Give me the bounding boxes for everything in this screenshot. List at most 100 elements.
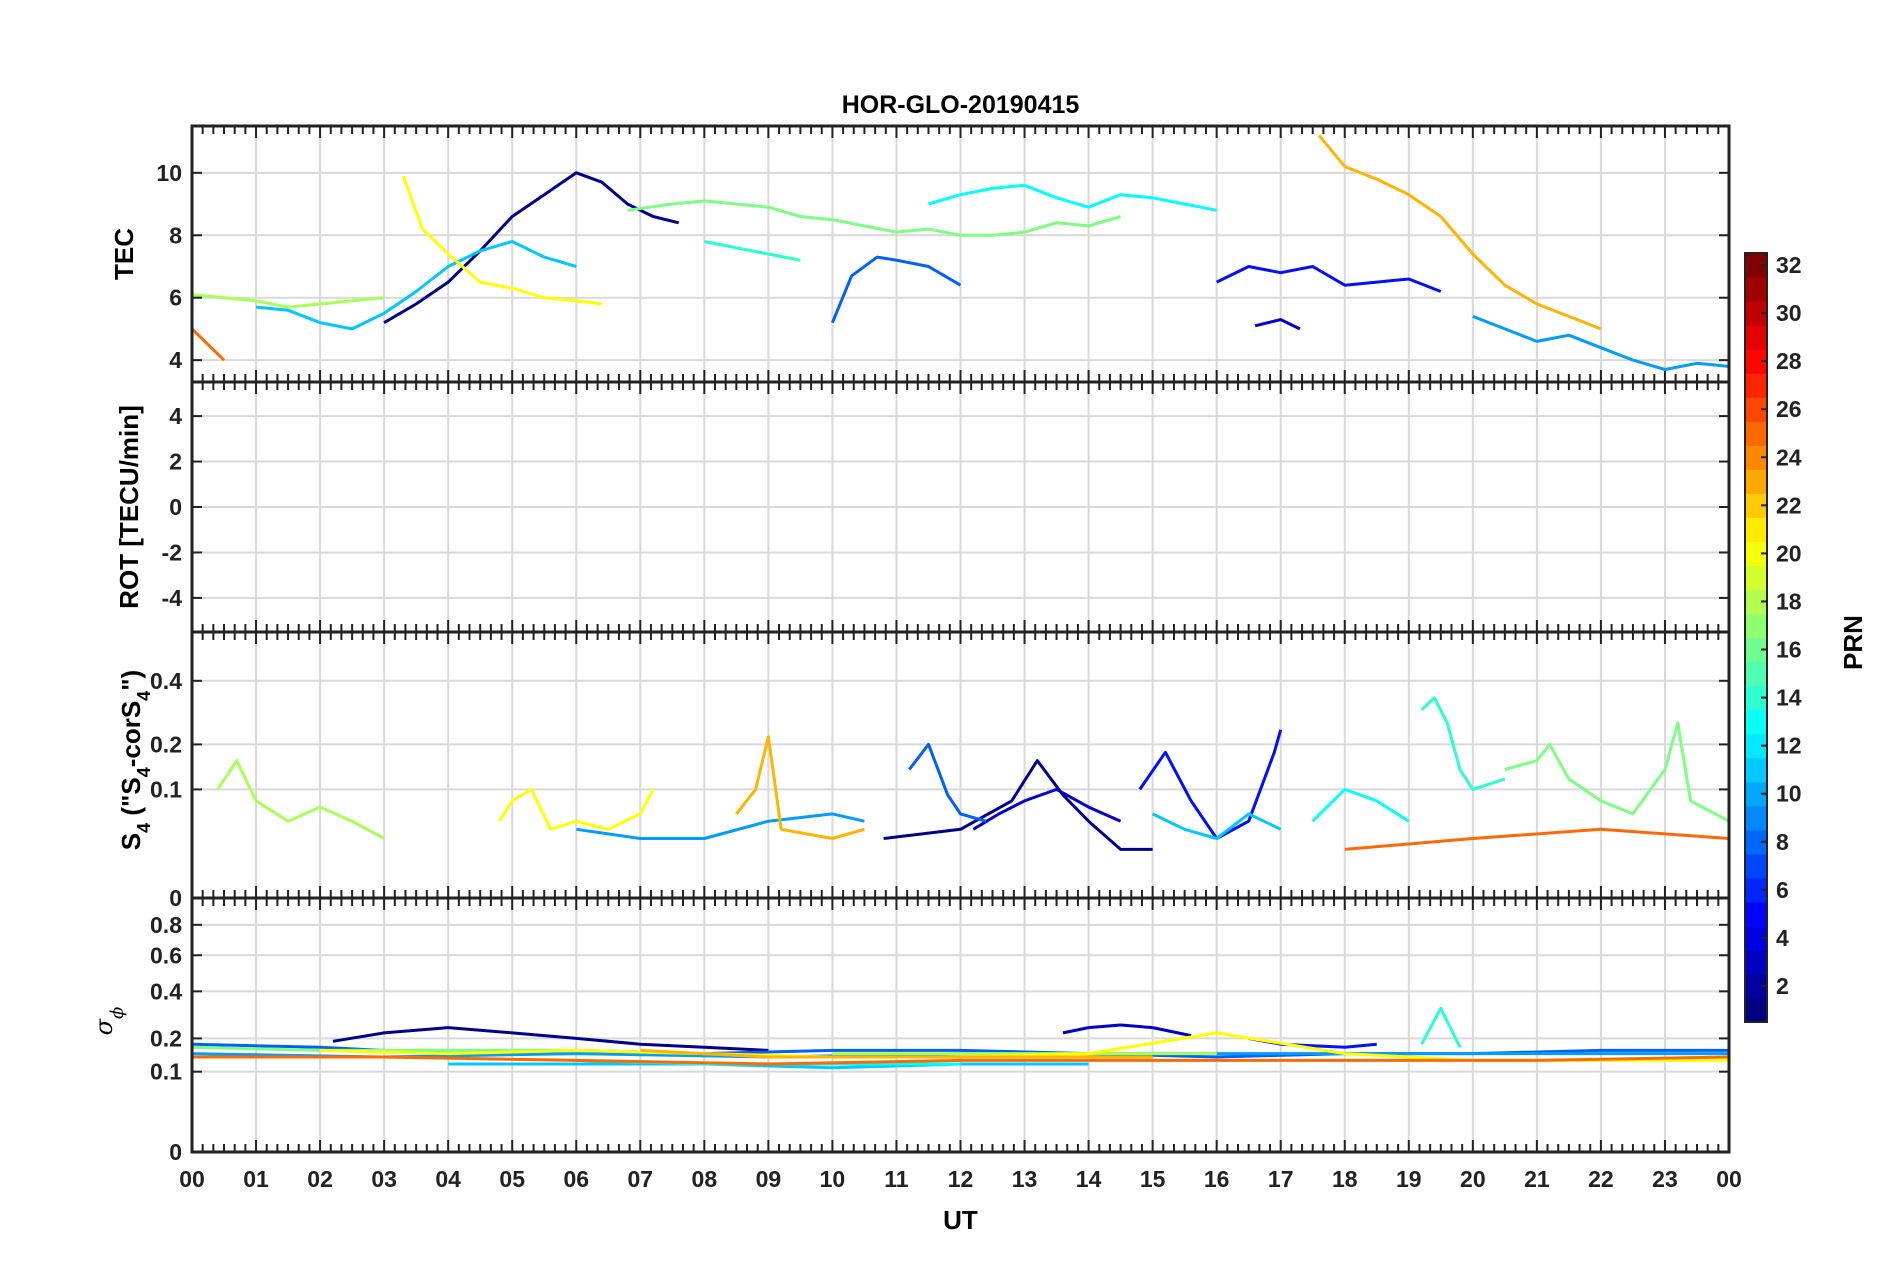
colorbar-tick-label: 20 <box>1776 540 1802 566</box>
series-line-prn-22 <box>735 735 865 840</box>
y-tick-label: 0.4 <box>150 978 182 1004</box>
colorbar-bin <box>1745 373 1767 398</box>
colorbar-tick-label: 16 <box>1776 637 1802 663</box>
colorbar-bin <box>1745 997 1767 1023</box>
colorbar-bin <box>1745 685 1767 711</box>
x-tick-label: 16 <box>1204 1166 1230 1192</box>
y-tick-label: 0.1 <box>150 776 182 802</box>
colorbar-tick-label: 32 <box>1776 252 1802 278</box>
colorbar-bin <box>1745 877 1767 903</box>
colorbar-bin <box>1745 397 1767 422</box>
x-tick-label: 05 <box>499 1166 525 1192</box>
colorbar-tick-label: 14 <box>1776 685 1802 711</box>
y-axis-label-part: 4 <box>134 691 154 701</box>
colorbar-bin <box>1745 661 1767 687</box>
colorbar-tick-label: 10 <box>1776 781 1802 807</box>
colorbar-bin <box>1745 805 1767 831</box>
x-tick-label: 03 <box>371 1166 397 1192</box>
colorbar-bin <box>1745 277 1767 302</box>
x-tick-label: 18 <box>1332 1166 1358 1192</box>
y-axis-label: TEC <box>109 228 139 280</box>
chart-title: HOR-GLO-20190415 <box>842 91 1080 119</box>
colorbar-tick-label: 30 <box>1776 300 1802 326</box>
x-tick-label: 11 <box>884 1166 909 1192</box>
x-tick-label: 13 <box>1012 1166 1038 1192</box>
colorbar-bin <box>1745 949 1767 975</box>
y-tick-label: 2 <box>169 449 182 475</box>
y-tick-label: 0.1 <box>150 1059 182 1085</box>
series-line-prn-12 <box>928 183 1217 212</box>
colorbar-bin <box>1745 469 1767 494</box>
colorbar-bin <box>1745 613 1767 639</box>
y-tick-label: 0.6 <box>150 942 182 968</box>
colorbar-bin <box>1745 445 1767 470</box>
series-line-prn-14 <box>1420 1006 1462 1048</box>
y-axis-label-part: -corS <box>116 701 146 767</box>
series-line-prn-17 <box>216 759 385 840</box>
x-tick-label: 02 <box>307 1166 333 1192</box>
series-line-prn-24 <box>192 1055 1730 1066</box>
y-tick-label: 0.4 <box>150 668 182 694</box>
colorbar-tick-label: 26 <box>1776 396 1802 422</box>
x-tick-label: 01 <box>243 1166 269 1192</box>
series-line-prn-6 <box>908 742 987 823</box>
x-tick-label: 06 <box>563 1166 589 1192</box>
series-line-prn-22 <box>640 1048 1153 1059</box>
series-line-prn-14 <box>1420 696 1506 791</box>
y-tick-label: -4 <box>162 585 183 611</box>
x-tick-label: 23 <box>1652 1166 1678 1192</box>
series-line-prn-16 <box>1504 721 1730 823</box>
x-tick-label: 04 <box>435 1166 461 1192</box>
series-line-prn-20 <box>498 787 655 831</box>
y-tick-label: 0.2 <box>150 1025 182 1051</box>
series-line-prn-8 <box>576 812 865 840</box>
colorbar-bin <box>1745 541 1767 567</box>
x-tick-label: 08 <box>692 1166 718 1192</box>
colorbar-bin <box>1745 325 1767 350</box>
y-axis-label: S4 ("S4-corS4") <box>116 670 154 850</box>
y-axis-label-part: 4 <box>134 767 154 777</box>
series-line-prn-8 <box>1472 315 1730 371</box>
y-tick-label: 4 <box>169 403 182 429</box>
colorbar-frame <box>1744 252 1768 1023</box>
y-tick-label: 6 <box>169 285 182 311</box>
y-axis-label-part: 4 <box>134 823 154 833</box>
series-line-prn-6 <box>831 255 962 324</box>
series-line-prn-24 <box>190 327 226 362</box>
colorbar-bin <box>1745 781 1767 807</box>
series-line-prn-17 <box>191 293 385 309</box>
y-tick-label: 0 <box>169 494 182 520</box>
colorbar-bin <box>1745 421 1767 446</box>
x-tick-label: 17 <box>1268 1166 1294 1192</box>
series-line-prn-12 <box>1311 787 1410 823</box>
panel-frame <box>190 896 1731 1154</box>
x-tick-label: 22 <box>1588 1166 1614 1192</box>
x-tick-label: 00 <box>1716 1166 1742 1192</box>
colorbar-tick-label: 28 <box>1776 348 1802 374</box>
y-axis-label-part: σ <box>90 1018 118 1035</box>
colorbar-bin <box>1745 349 1767 374</box>
x-tick-label: 19 <box>1396 1166 1422 1192</box>
colorbar-bin <box>1745 709 1767 735</box>
series-line-prn-22 <box>1317 134 1602 331</box>
series-line-prn-16 <box>627 199 1122 237</box>
colorbar-tick-label: 18 <box>1776 588 1802 614</box>
series-line-prn-10 <box>255 240 577 331</box>
series-line-prn-20 <box>401 175 603 306</box>
y-axis-label-part: ") <box>116 670 146 691</box>
series-line-prn-3 <box>1254 318 1301 331</box>
series-line-prn-3 <box>1062 1023 1192 1038</box>
colorbar-bin <box>1745 301 1767 326</box>
series-line-prn-3 <box>972 787 1122 831</box>
x-tick-label: 09 <box>756 1166 782 1192</box>
colorbar-bin <box>1745 973 1767 999</box>
x-tick-label: 15 <box>1140 1166 1166 1192</box>
y-tick-label: 0.8 <box>150 912 182 938</box>
x-tick-label: 12 <box>948 1166 974 1192</box>
y-tick-label: 0 <box>169 885 182 911</box>
y-axis-label: σϕ <box>90 1007 128 1036</box>
panel-tec: 4 6 8 10 TEC <box>109 124 1731 384</box>
y-tick-label: -2 <box>162 539 182 565</box>
colorbar-bin <box>1745 589 1767 615</box>
colorbar-tick-label: 8 <box>1776 829 1789 855</box>
